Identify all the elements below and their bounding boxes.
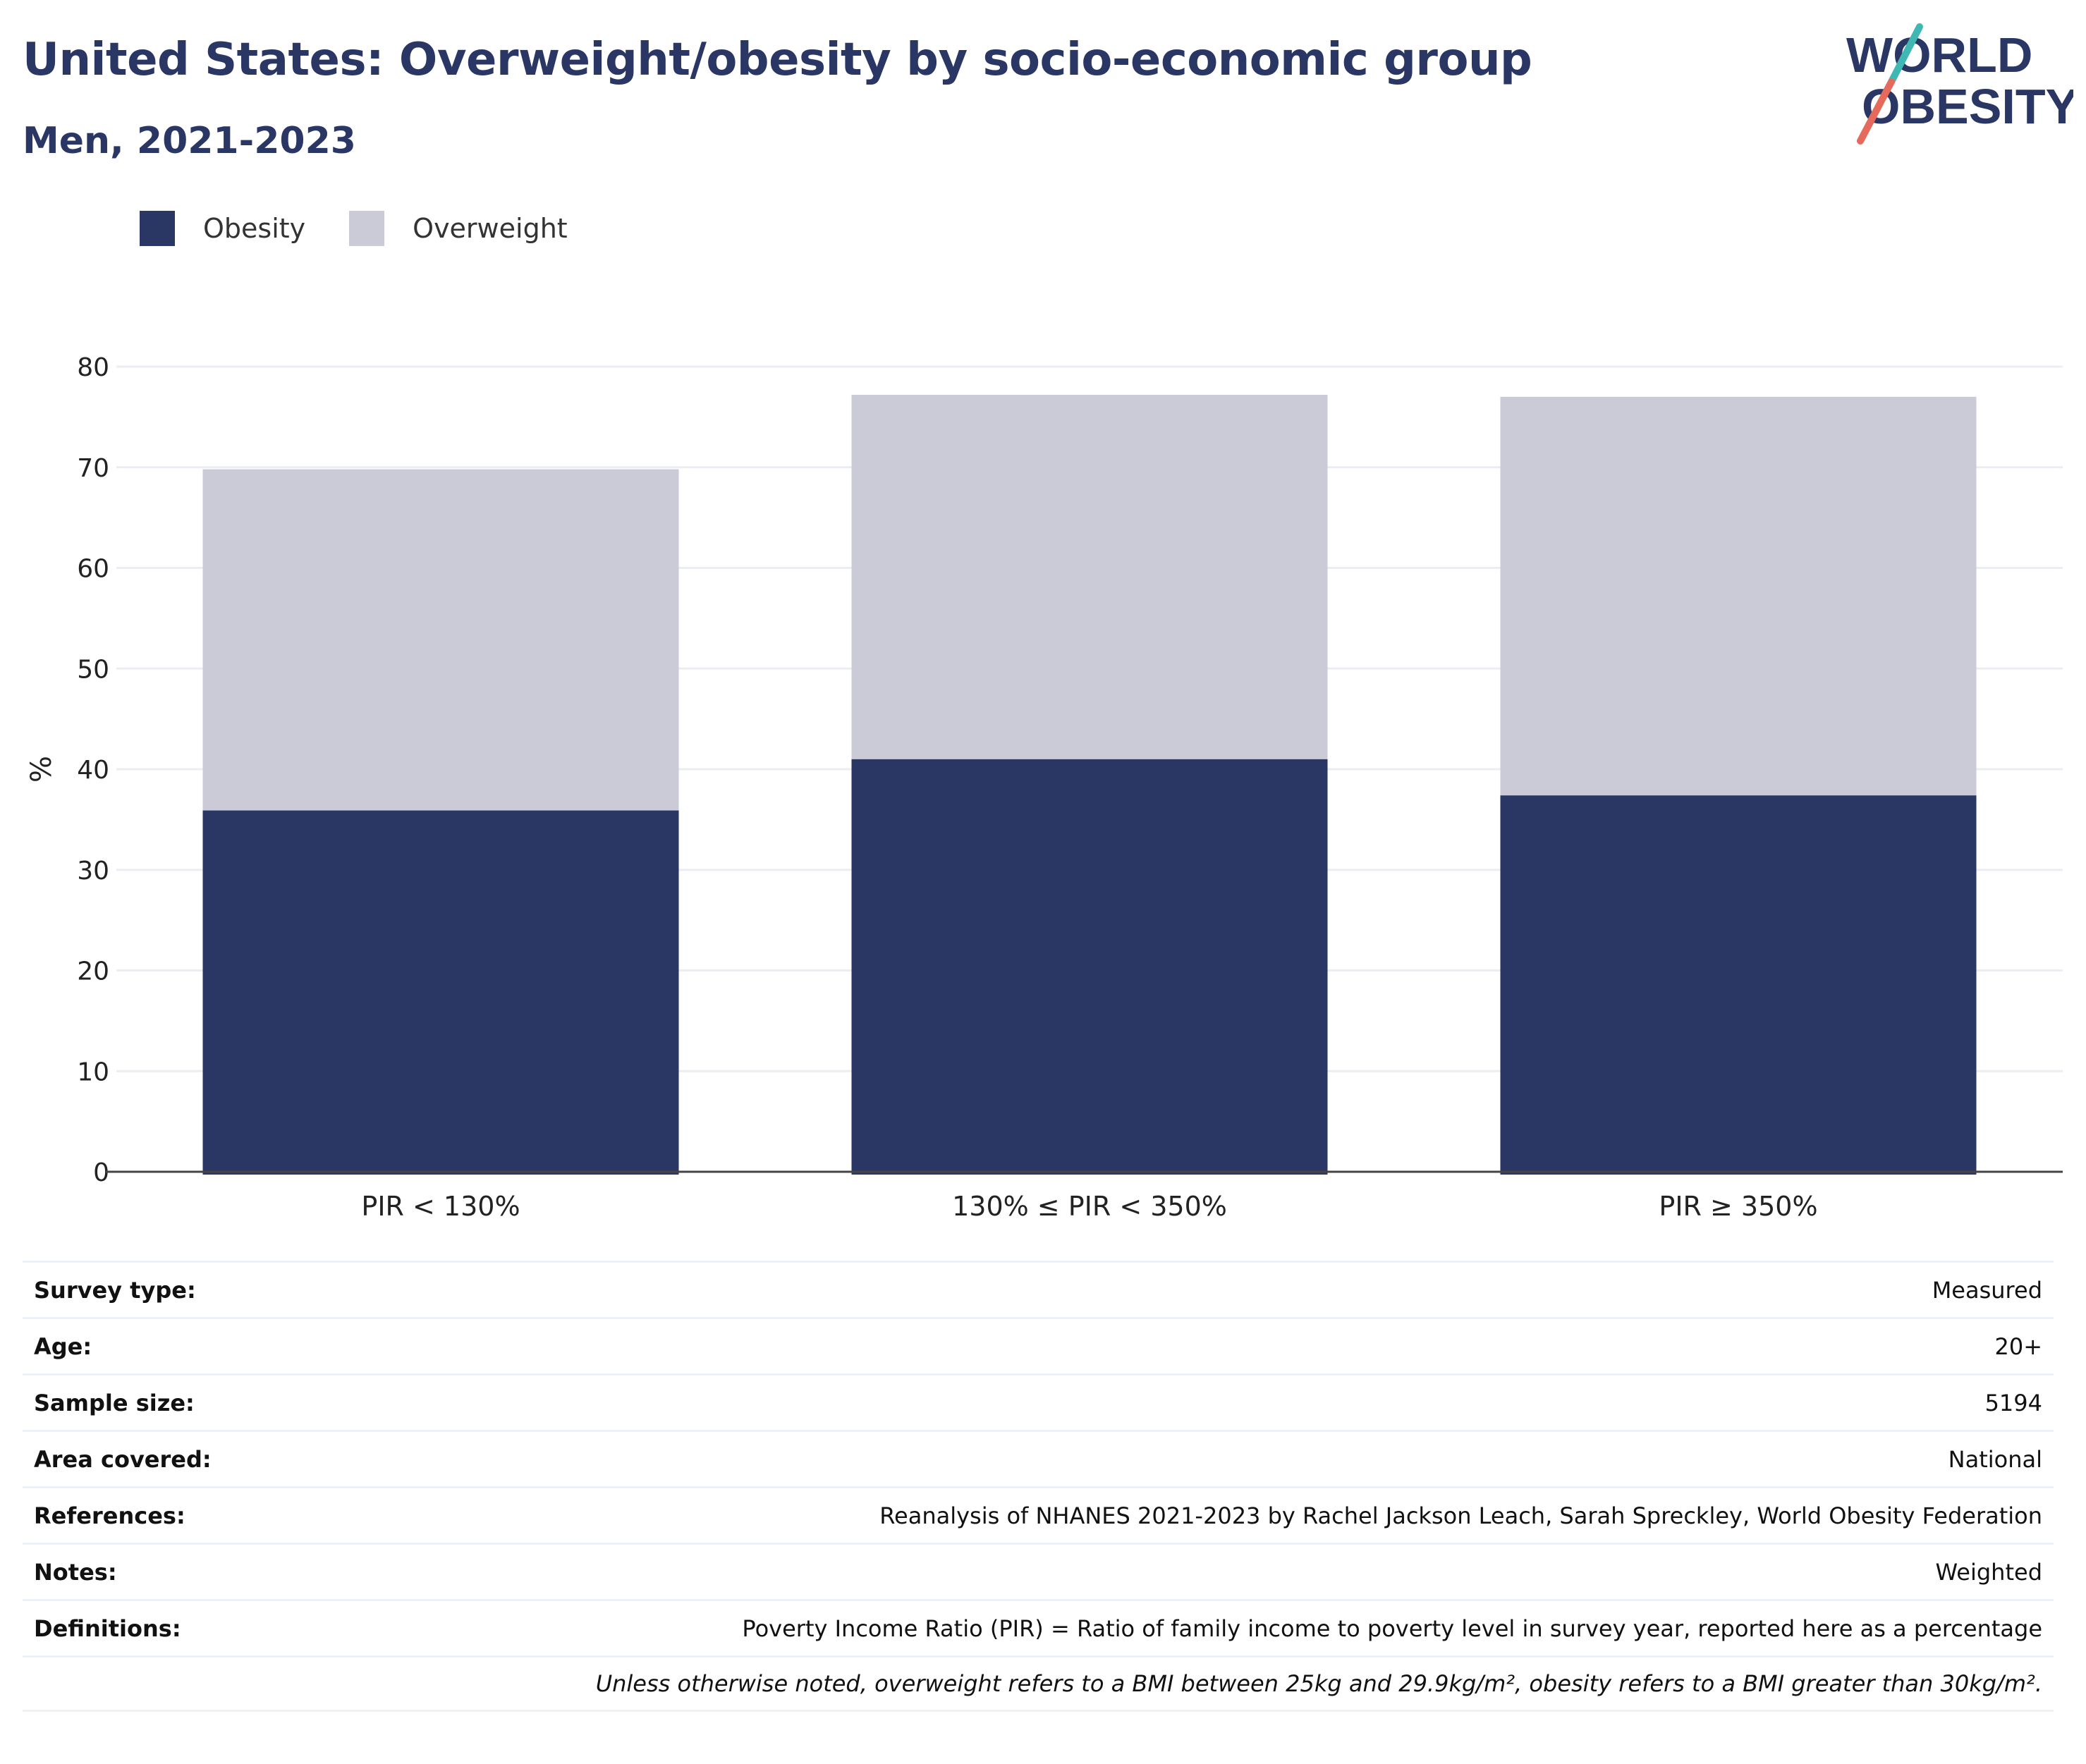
logo-slash-teal	[1888, 23, 1923, 85]
info-value: Weighted	[1935, 1558, 2042, 1586]
info-value: 5194	[1984, 1389, 2042, 1416]
info-value: 20+	[1994, 1333, 2042, 1360]
info-label: References:	[34, 1502, 185, 1529]
survey-info-table: Survey type: Measured Age: 20+ Sample si…	[23, 1261, 2054, 1712]
logo-line-1: WORLD	[1846, 27, 2032, 82]
y-tick-label: 30	[77, 857, 109, 886]
legend-swatch-overweight	[349, 211, 385, 246]
info-value: National	[1948, 1445, 2042, 1473]
bar-obesity-2	[851, 759, 1328, 1175]
legend-item-obesity[interactable]: Obesity	[140, 211, 305, 246]
info-label: Notes:	[34, 1558, 117, 1586]
legend: Obesity Overweight	[140, 209, 611, 248]
y-axis-label: %	[25, 756, 58, 783]
info-label: Definitions:	[34, 1615, 181, 1642]
chart-subtitle: Men, 2021-2023	[23, 120, 356, 162]
info-row-definitions: Definitions: Poverty Income Ratio (PIR) …	[23, 1599, 2054, 1655]
info-row-references: References: Reanalysis of NHANES 2021-20…	[23, 1486, 2054, 1543]
info-label: Area covered:	[34, 1445, 212, 1473]
logo-line-2: OBESITY	[1862, 79, 2073, 134]
legend-label-obesity: Obesity	[203, 213, 306, 244]
bar-obesity-3	[1500, 795, 1977, 1175]
y-tick-label: 0	[93, 1158, 109, 1187]
info-value: Reanalysis of NHANES 2021-2023 by Rachel…	[879, 1502, 2042, 1529]
y-tick-label: 20	[77, 957, 109, 986]
x-tick-label: PIR < 130%	[361, 1191, 520, 1222]
y-tick-label: 60	[77, 555, 109, 584]
logo-slash-coral	[1857, 78, 1895, 145]
y-tick-label: 40	[77, 756, 109, 785]
info-label: Sample size:	[34, 1389, 195, 1416]
chart-title: United States: Overweight/obesity by soc…	[23, 34, 1532, 86]
x-tick-label: PIR ≥ 350%	[1659, 1191, 1817, 1222]
info-label: Survey type:	[34, 1276, 196, 1304]
x-tick-label: 130% ≤ PIR < 350%	[952, 1191, 1227, 1222]
footnote: Unless otherwise noted, overweight refer…	[595, 1670, 2042, 1697]
y-tick-label: 10	[77, 1058, 109, 1086]
info-row-notes: Notes: Weighted	[23, 1543, 2054, 1599]
info-label: Age:	[34, 1333, 92, 1360]
info-row-footnote: Unless otherwise noted, overweight refer…	[23, 1655, 2054, 1712]
stacked-bar-chart: 0 10 20 30 40 50 60 70 80% PIR < 130% 130% ≤ PIR <…	[25, 353, 2063, 1222]
info-row-survey-type: Survey type: Measured	[23, 1261, 2054, 1317]
y-tick-label: 50	[77, 655, 109, 684]
y-tick-label: 80	[77, 353, 109, 382]
bar-obesity-1	[202, 810, 679, 1175]
info-value: Measured	[1932, 1276, 2042, 1304]
legend-item-overweight[interactable]: Overweight	[349, 211, 568, 246]
info-row-area-covered: Area covered: National	[23, 1430, 2054, 1486]
world-obesity-logo: WORLD OBESITY	[1846, 23, 2073, 145]
info-row-age: Age: 20+	[23, 1317, 2054, 1373]
legend-label-overweight: Overweight	[413, 213, 568, 244]
legend-swatch-obesity	[140, 211, 175, 246]
info-row-sample-size: Sample size: 5194	[23, 1373, 2054, 1430]
bar-overweight-3	[1500, 396, 1977, 796]
info-value: Poverty Income Ratio (PIR) = Ratio of fa…	[742, 1615, 2042, 1642]
bar-overweight-1	[202, 469, 679, 811]
bar-overweight-2	[851, 394, 1328, 759]
y-tick-label: 70	[77, 454, 109, 483]
